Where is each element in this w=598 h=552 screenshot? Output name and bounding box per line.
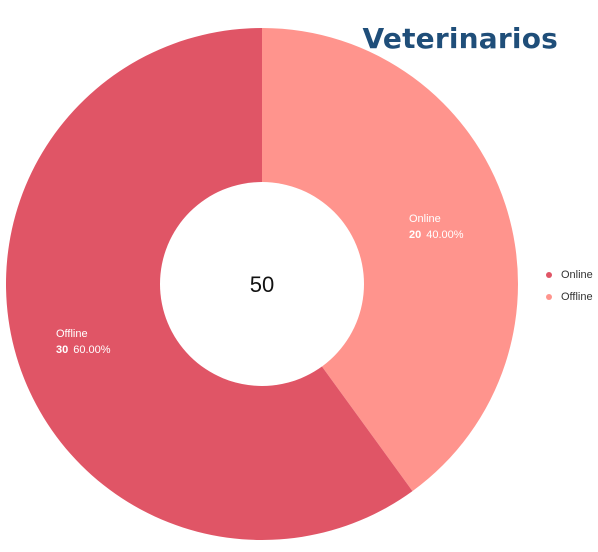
slice-value-percent: 60.00% bbox=[73, 344, 111, 356]
legend: Online Offline bbox=[546, 264, 593, 308]
slice-labels-group: Online 20 40.00% Offline 30 60.00% bbox=[56, 213, 464, 356]
slice-label-name: Offline bbox=[56, 328, 88, 340]
legend-dot-icon bbox=[546, 272, 552, 278]
center-total-label: 50 bbox=[250, 272, 274, 297]
legend-label: Online bbox=[561, 269, 593, 281]
slice-value-percent: 40.00% bbox=[426, 229, 464, 241]
slice-label-value: 20 40.00% bbox=[409, 229, 464, 241]
chart-title: Veterinarios bbox=[362, 22, 558, 55]
legend-item-online[interactable]: Online bbox=[546, 264, 593, 286]
slice-online[interactable] bbox=[262, 28, 518, 492]
slice-value-count: 20 bbox=[409, 229, 421, 241]
slice-label-value: 30 60.00% bbox=[56, 344, 111, 356]
legend-dot-icon bbox=[546, 294, 552, 300]
legend-label: Offline bbox=[561, 291, 593, 303]
donut-hole bbox=[160, 182, 364, 386]
slice-value-count: 30 bbox=[56, 344, 68, 356]
legend-item-offline[interactable]: Offline bbox=[546, 286, 593, 308]
slice-label-name: Online bbox=[409, 213, 441, 225]
